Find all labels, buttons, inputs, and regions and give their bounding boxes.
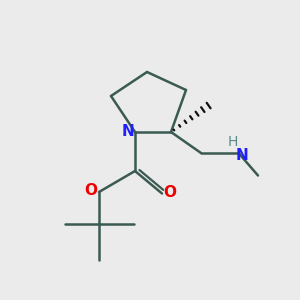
Text: H: H	[228, 135, 238, 148]
Text: O: O	[84, 183, 97, 198]
Text: N: N	[236, 148, 248, 164]
Text: O: O	[163, 185, 176, 200]
Text: N: N	[122, 124, 135, 139]
